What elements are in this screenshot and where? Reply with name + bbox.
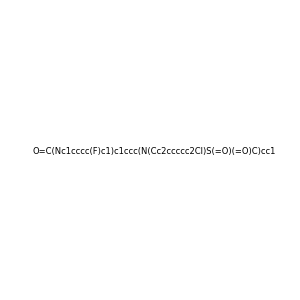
Text: O=C(Nc1cccc(F)c1)c1ccc(N(Cc2ccccc2Cl)S(=O)(=O)C)cc1: O=C(Nc1cccc(F)c1)c1ccc(N(Cc2ccccc2Cl)S(=… <box>32 147 275 156</box>
